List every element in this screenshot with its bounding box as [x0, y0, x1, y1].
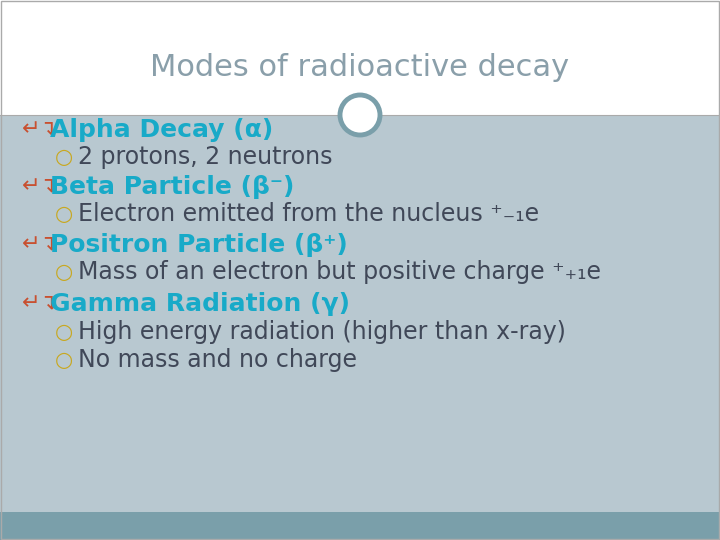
- Text: Mass of an electron but positive charge ⁺₊₁e: Mass of an electron but positive charge …: [78, 260, 601, 284]
- FancyBboxPatch shape: [0, 512, 720, 540]
- Text: Gamma Radiation (γ): Gamma Radiation (γ): [50, 292, 350, 316]
- Circle shape: [340, 95, 380, 135]
- Text: ○: ○: [55, 262, 73, 282]
- Text: Electron emitted from the nucleus ⁺₋₁e: Electron emitted from the nucleus ⁺₋₁e: [78, 202, 539, 226]
- Text: ↵↴: ↵↴: [22, 235, 59, 255]
- Text: ○: ○: [55, 147, 73, 167]
- FancyBboxPatch shape: [0, 0, 720, 115]
- Text: ○: ○: [55, 204, 73, 224]
- Text: ↵↴: ↵↴: [22, 294, 59, 314]
- Text: No mass and no charge: No mass and no charge: [78, 348, 357, 372]
- Text: Modes of radioactive decay: Modes of radioactive decay: [150, 52, 570, 82]
- Text: ○: ○: [55, 322, 73, 342]
- Text: High energy radiation (higher than x-ray): High energy radiation (higher than x-ray…: [78, 320, 566, 344]
- FancyBboxPatch shape: [0, 115, 720, 512]
- Text: ↵↴: ↵↴: [22, 177, 59, 197]
- Text: 2 protons, 2 neutrons: 2 protons, 2 neutrons: [78, 145, 340, 169]
- Text: Positron Particle (β⁺): Positron Particle (β⁺): [50, 233, 348, 257]
- Text: ○: ○: [55, 350, 73, 370]
- Text: Beta Particle (β⁻): Beta Particle (β⁻): [50, 175, 294, 199]
- Text: Alpha Decay (α): Alpha Decay (α): [50, 118, 274, 142]
- Text: ↵↴: ↵↴: [22, 120, 59, 140]
